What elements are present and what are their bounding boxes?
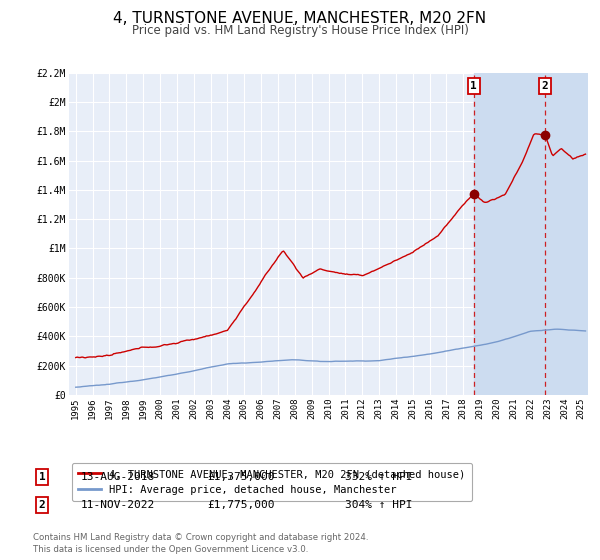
Text: 304% ↑ HPI: 304% ↑ HPI <box>345 500 413 510</box>
Text: 13-AUG-2018: 13-AUG-2018 <box>81 472 155 482</box>
Text: £1,775,000: £1,775,000 <box>207 500 275 510</box>
Bar <box>474 73 600 395</box>
Text: Contains HM Land Registry data © Crown copyright and database right 2024.: Contains HM Land Registry data © Crown c… <box>33 533 368 542</box>
Text: 332% ↑ HPI: 332% ↑ HPI <box>345 472 413 482</box>
Text: 4, TURNSTONE AVENUE, MANCHESTER, M20 2FN: 4, TURNSTONE AVENUE, MANCHESTER, M20 2FN <box>113 11 487 26</box>
Text: 11-NOV-2022: 11-NOV-2022 <box>81 500 155 510</box>
Text: 2: 2 <box>38 500 46 510</box>
Text: £1,375,000: £1,375,000 <box>207 472 275 482</box>
Legend: 4, TURNSTONE AVENUE, MANCHESTER, M20 2FN (detached house), HPI: Average price, d: 4, TURNSTONE AVENUE, MANCHESTER, M20 2FN… <box>71 463 472 501</box>
Text: This data is licensed under the Open Government Licence v3.0.: This data is licensed under the Open Gov… <box>33 545 308 554</box>
Text: Price paid vs. HM Land Registry's House Price Index (HPI): Price paid vs. HM Land Registry's House … <box>131 24 469 36</box>
Text: 2: 2 <box>542 81 548 91</box>
Text: 1: 1 <box>470 81 477 91</box>
Text: 1: 1 <box>38 472 46 482</box>
